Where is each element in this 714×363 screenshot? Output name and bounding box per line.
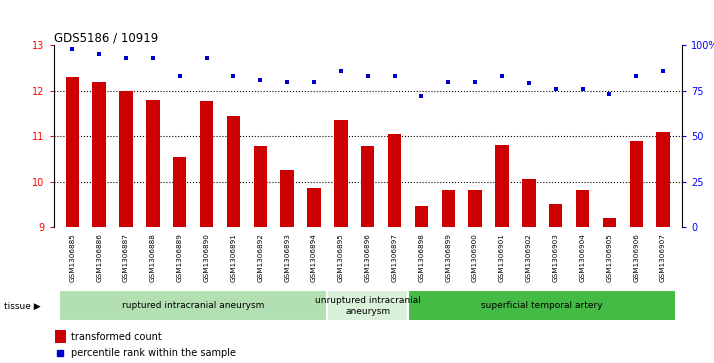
Bar xyxy=(496,145,508,227)
Point xyxy=(658,68,669,74)
Text: ruptured intracranial aneurysm: ruptured intracranial aneurysm xyxy=(122,301,264,310)
Bar xyxy=(603,218,616,227)
Point xyxy=(94,52,105,57)
Bar xyxy=(334,120,348,227)
Point xyxy=(523,81,535,86)
Text: GSM1306889: GSM1306889 xyxy=(177,233,183,282)
Point xyxy=(496,73,508,79)
Bar xyxy=(59,290,328,321)
Point xyxy=(362,73,373,79)
Point xyxy=(281,79,293,85)
Point xyxy=(603,91,615,97)
Point xyxy=(335,68,346,74)
Point xyxy=(66,46,78,52)
Text: GSM1306892: GSM1306892 xyxy=(257,233,263,282)
Text: GSM1306885: GSM1306885 xyxy=(69,233,76,282)
Text: GSM1306886: GSM1306886 xyxy=(96,233,102,282)
Point xyxy=(228,73,239,79)
Bar xyxy=(441,189,455,227)
Text: GSM1306897: GSM1306897 xyxy=(391,233,398,282)
Bar xyxy=(200,101,213,227)
Bar xyxy=(173,156,186,227)
Bar xyxy=(119,91,133,227)
Point xyxy=(630,73,642,79)
Text: GSM1306906: GSM1306906 xyxy=(633,233,639,282)
Text: GSM1306888: GSM1306888 xyxy=(150,233,156,282)
Text: GSM1306887: GSM1306887 xyxy=(123,233,129,282)
Bar xyxy=(227,116,240,227)
Bar xyxy=(253,146,267,227)
Point xyxy=(174,73,186,79)
Bar xyxy=(361,146,374,227)
Bar xyxy=(468,189,482,227)
Text: GSM1306891: GSM1306891 xyxy=(231,233,236,282)
Text: unruptured intracranial
aneurysm: unruptured intracranial aneurysm xyxy=(315,296,421,315)
Bar xyxy=(408,290,676,321)
Point xyxy=(443,79,454,85)
Point xyxy=(147,55,159,61)
Text: GSM1306903: GSM1306903 xyxy=(553,233,558,282)
Bar xyxy=(388,134,401,227)
Bar xyxy=(55,330,66,343)
Bar xyxy=(575,189,589,227)
Text: tissue ▶: tissue ▶ xyxy=(4,302,40,311)
Text: GSM1306896: GSM1306896 xyxy=(365,233,371,282)
Bar xyxy=(522,179,536,227)
Point xyxy=(416,93,427,99)
Bar xyxy=(328,290,408,321)
Text: superficial temporal artery: superficial temporal artery xyxy=(481,301,603,310)
Bar xyxy=(549,204,563,227)
Point xyxy=(577,86,588,92)
Text: GSM1306890: GSM1306890 xyxy=(203,233,210,282)
Point xyxy=(389,73,401,79)
Point xyxy=(308,79,320,85)
Point xyxy=(550,86,561,92)
Point xyxy=(469,79,481,85)
Text: transformed count: transformed count xyxy=(71,332,162,342)
Text: GSM1306894: GSM1306894 xyxy=(311,233,317,282)
Text: GSM1306904: GSM1306904 xyxy=(580,233,585,282)
Text: GSM1306898: GSM1306898 xyxy=(418,233,424,282)
Bar xyxy=(630,140,643,227)
Bar xyxy=(66,77,79,227)
Bar xyxy=(415,207,428,227)
Text: GSM1306902: GSM1306902 xyxy=(526,233,532,282)
Bar xyxy=(281,170,294,227)
Text: GDS5186 / 10919: GDS5186 / 10919 xyxy=(54,31,158,44)
Bar xyxy=(146,100,160,227)
Text: GSM1306905: GSM1306905 xyxy=(606,233,613,282)
Bar xyxy=(656,132,670,227)
Text: GSM1306899: GSM1306899 xyxy=(446,233,451,282)
Point xyxy=(201,55,212,61)
Text: GSM1306907: GSM1306907 xyxy=(660,233,666,282)
Text: GSM1306895: GSM1306895 xyxy=(338,233,344,282)
Text: percentile rank within the sample: percentile rank within the sample xyxy=(71,348,236,358)
Point xyxy=(255,77,266,83)
Text: GSM1306901: GSM1306901 xyxy=(499,233,505,282)
Text: GSM1306900: GSM1306900 xyxy=(472,233,478,282)
Bar xyxy=(93,82,106,227)
Text: GSM1306893: GSM1306893 xyxy=(284,233,290,282)
Bar xyxy=(307,188,321,227)
Point xyxy=(121,55,132,61)
